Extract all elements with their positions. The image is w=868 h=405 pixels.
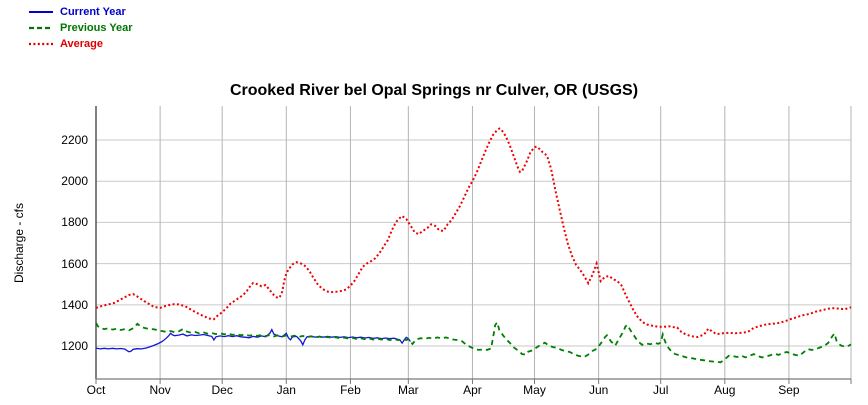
y-axis-tick-label: 1600 <box>61 256 88 271</box>
x-axis-tick-label: Jun <box>588 383 609 397</box>
y-axis-tick-label: 2000 <box>61 174 88 189</box>
legend-item: Current Year <box>28 4 133 20</box>
x-axis-tick-label: Aug <box>714 383 736 397</box>
series-line-previous-year <box>95 320 852 364</box>
chart-title: Crooked River bel Opal Springs nr Culver… <box>229 82 639 99</box>
legend: Current Year Previous Year Average <box>28 4 133 52</box>
series-line-average <box>95 127 852 339</box>
x-axis-tick-label: Mar <box>397 383 419 397</box>
legend-label: Average <box>60 38 104 50</box>
solid-line-swatch-icon <box>29 11 53 13</box>
dashed-line-swatch-icon <box>29 26 53 30</box>
legend-label: Current Year <box>60 6 126 18</box>
x-axis-tick-label: Jul <box>653 383 669 397</box>
legend-item: Average <box>28 36 133 52</box>
x-axis-tick-label: Feb <box>340 383 361 397</box>
y-axis-tick-label: 2200 <box>61 132 88 147</box>
x-axis-tick-label: Apr <box>463 383 482 397</box>
series-line-current-year <box>95 328 411 353</box>
x-axis-tick-label: Sep <box>778 383 800 397</box>
legend-item: Previous Year <box>28 20 133 36</box>
x-axis-tick-label: Jan <box>276 383 296 397</box>
y-axis-tick-label: 1400 <box>61 297 88 312</box>
x-axis-tick-label: Nov <box>149 383 171 397</box>
x-axis-tick-label: Oct <box>86 383 106 397</box>
legend-label: Previous Year <box>60 22 133 34</box>
y-axis-tick-label: 1800 <box>61 215 88 230</box>
x-axis-tick-label: May <box>523 383 546 397</box>
x-axis-tick-label: Dec <box>211 383 233 397</box>
y-axis-tick-label: 1200 <box>61 339 88 354</box>
